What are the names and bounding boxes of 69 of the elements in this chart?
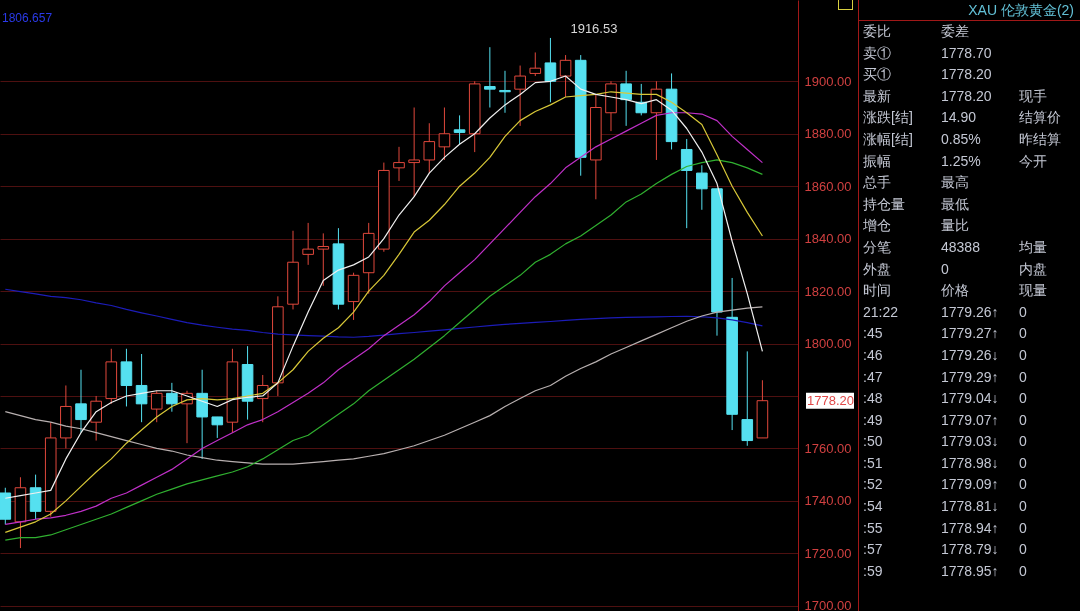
- line-series: [4, 288, 764, 338]
- candlestick: [514, 65, 526, 127]
- text: 1778.20: [807, 392, 854, 408]
- text: :59 1778.95↑ 0: [862, 561, 1028, 581]
- y-tick-label: 1740.00: [804, 493, 852, 509]
- text: 涨跌[结] 14.90 结算价: [862, 108, 1062, 128]
- candlestick: [302, 222, 314, 266]
- y-tick-label: 1720.00: [804, 545, 852, 561]
- candlestick: [120, 348, 133, 407]
- y-tick-label: 1900.00: [804, 73, 852, 89]
- candlestick: [559, 54, 572, 98]
- text: :50 1779.03↓ 0: [862, 432, 1028, 452]
- candlestick: [196, 369, 208, 460]
- y-tick-label: 1700.00: [804, 598, 852, 611]
- text: :48 1779.04↓ 0: [862, 389, 1028, 409]
- text: :46 1779.26↓ 0: [862, 345, 1028, 365]
- candlestick: [29, 474, 42, 520]
- candlestick: [499, 70, 511, 114]
- candlestick: [211, 416, 224, 439]
- candlestick: [90, 395, 102, 442]
- text: :47 1779.29↑ 0: [862, 367, 1028, 387]
- annotation: 1806.657: [2, 11, 53, 25]
- text: :52 1779.09↑ 0: [862, 475, 1028, 495]
- text: :57 1778.79↓ 0: [862, 540, 1028, 560]
- candlestick: [423, 122, 436, 174]
- text: 增仓 量比: [862, 216, 970, 236]
- text: 时间 价格 现量: [862, 281, 1048, 301]
- candlestick: [393, 146, 405, 182]
- candlestick: [544, 37, 557, 103]
- y-tick-label: 1860.00: [804, 178, 852, 194]
- candlestick: [75, 369, 87, 434]
- y-tick-label: 1800.00: [804, 336, 852, 352]
- candlestick: [696, 164, 708, 211]
- y-tick-label: 1840.00: [804, 231, 852, 247]
- candlestick: [408, 107, 420, 198]
- text: 持仓量 最低: [862, 194, 970, 214]
- text: XAU 伦敦黄金(2): [859, 0, 1080, 21]
- candlestick: [484, 46, 496, 109]
- text: :49 1779.07↑ 0: [862, 410, 1028, 430]
- candlestick: [438, 107, 451, 161]
- text: :54 1778.81↓ 0: [862, 497, 1028, 517]
- candlestick: [620, 70, 632, 127]
- candlestick: [650, 80, 663, 161]
- text: 总手 最高: [862, 173, 970, 193]
- candlestick: [317, 232, 330, 287]
- y-tick-label: 1880.00: [804, 126, 852, 142]
- text: 振幅 1.25% 今开: [862, 151, 1048, 171]
- text: 涨幅[结] 0.85% 昨结算: [862, 129, 1062, 149]
- candlestick: [741, 350, 754, 447]
- text: :45 1779.27↑ 0: [862, 324, 1028, 344]
- candlestick: [680, 138, 693, 229]
- candlestick: [529, 51, 542, 77]
- text: 最新 1778.20 现手: [862, 86, 1048, 106]
- text: 买① 1778.20: [862, 65, 993, 85]
- line-series: [4, 306, 764, 465]
- text: 委比 委差: [862, 22, 970, 41]
- y-tick-label: 1760.00: [804, 440, 852, 456]
- text: 21:22 1779.26↑ 0: [862, 302, 1028, 322]
- text: 外盘 0 内盘: [862, 259, 1048, 279]
- candlestick: [166, 382, 178, 413]
- candlestick: [135, 353, 148, 423]
- text: :51 1778.98↓ 0: [862, 453, 1028, 473]
- text: :55 1778.94↑ 0: [862, 518, 1028, 538]
- candlestick: [453, 114, 466, 145]
- annotation: 1916.53: [570, 20, 618, 36]
- y-tick-label: 1820.00: [804, 283, 852, 299]
- candlestick: [150, 390, 163, 423]
- text: 卖① 1778.70: [862, 43, 993, 63]
- text: 分笔 48388 均量: [862, 237, 1048, 257]
